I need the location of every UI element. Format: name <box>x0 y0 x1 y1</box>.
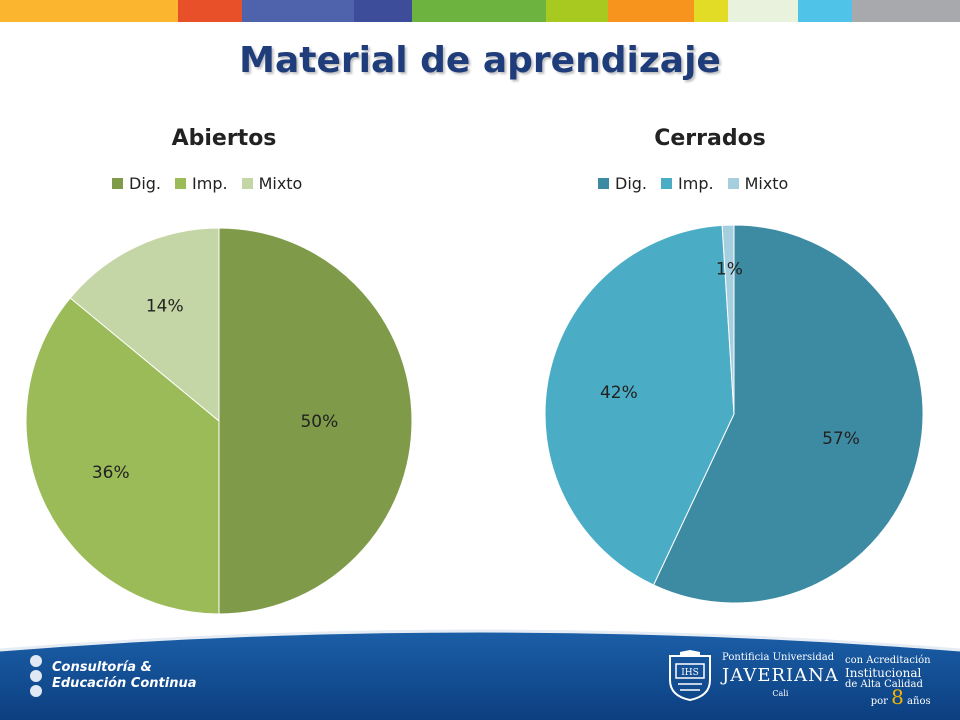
stripe-segment <box>354 0 412 22</box>
logo-line-2: Educación Continua <box>52 676 197 691</box>
legend-item: Mixto <box>727 174 789 193</box>
legend-abiertos: Dig. Imp. Mixto <box>112 174 302 193</box>
pie-slice-dig <box>218 227 413 615</box>
footer-band <box>0 629 960 720</box>
stripe-segment <box>728 0 798 22</box>
pie-data-label: 14% <box>146 297 184 317</box>
color-stripe <box>0 0 960 22</box>
legend-label: Dig. <box>129 174 162 193</box>
university-line-2: JAVERIANA <box>722 665 839 686</box>
legend-label: Imp. <box>678 174 714 193</box>
legend-swatch <box>598 178 609 189</box>
accreditation-number: 8 <box>891 685 904 709</box>
legend-item: Imp. <box>661 174 714 193</box>
stripe-segment <box>694 0 728 22</box>
accreditation-logo: con Acreditación Institucional de Alta C… <box>845 655 931 708</box>
stripe-segment <box>852 0 960 22</box>
accreditation-line-1: con Acreditación <box>845 655 931 666</box>
university-line-3: Cali <box>772 689 789 698</box>
pie-slice-imp <box>25 297 220 615</box>
legend-label: Mixto <box>258 174 303 193</box>
stripe-segment <box>0 0 178 22</box>
legend-swatch <box>241 178 253 189</box>
svg-text:IHS: IHS <box>681 668 699 678</box>
legend-label: Dig. <box>615 174 648 193</box>
stripe-segment <box>546 0 608 22</box>
legend-cerrados: Dig. Imp. Mixto <box>598 174 788 193</box>
pie-data-label: 36% <box>92 463 130 483</box>
pie-data-label: 1% <box>716 260 743 280</box>
legend-item: Imp. <box>175 174 228 193</box>
stripe-segment <box>178 0 242 22</box>
accreditation-anos: años <box>907 696 931 707</box>
legend-swatch <box>661 178 673 189</box>
pie-slice-imp <box>544 224 735 586</box>
pie-data-label: 42% <box>600 383 638 403</box>
stripe-segment <box>798 0 852 22</box>
legend-item: Dig. <box>598 174 647 193</box>
accreditation-por: por <box>870 696 888 707</box>
legend-swatch <box>112 178 123 189</box>
legend-swatch <box>727 178 739 189</box>
pie-data-label: 50% <box>300 412 338 432</box>
page-title: Material de aprendizaje <box>239 40 721 81</box>
university-shield-icon: IHS <box>669 650 711 702</box>
legend-label: Mixto <box>744 174 789 193</box>
chart-title-cerrados: Cerrados <box>654 126 766 151</box>
logo-line-1: Consultoría & <box>52 660 152 675</box>
university-logo: IHS Pontificia Universidad JAVERIANA Cal… <box>666 650 839 702</box>
dots-icon <box>30 655 42 697</box>
legend-label: Imp. <box>192 174 228 193</box>
accreditation-line-2: Institucional <box>845 666 922 680</box>
consultoria-logo: Consultoría & Educación Continua <box>30 655 196 697</box>
stripe-segment <box>412 0 546 22</box>
legend-swatch <box>175 178 187 189</box>
pie-slice-mixto <box>69 227 220 423</box>
stripe-segment <box>242 0 354 22</box>
university-line-1: Pontificia Universidad <box>722 652 835 663</box>
stripe-segment <box>608 0 694 22</box>
pie-slice-mixto <box>721 224 735 415</box>
pie-slice-dig <box>652 224 924 604</box>
legend-item: Mixto <box>241 174 303 193</box>
accreditation-line-3: de Alta Calidad <box>845 679 923 690</box>
pie-data-label: 57% <box>822 429 860 449</box>
chart-title-abiertos: Abiertos <box>171 126 277 151</box>
legend-item: Dig. <box>112 174 161 193</box>
